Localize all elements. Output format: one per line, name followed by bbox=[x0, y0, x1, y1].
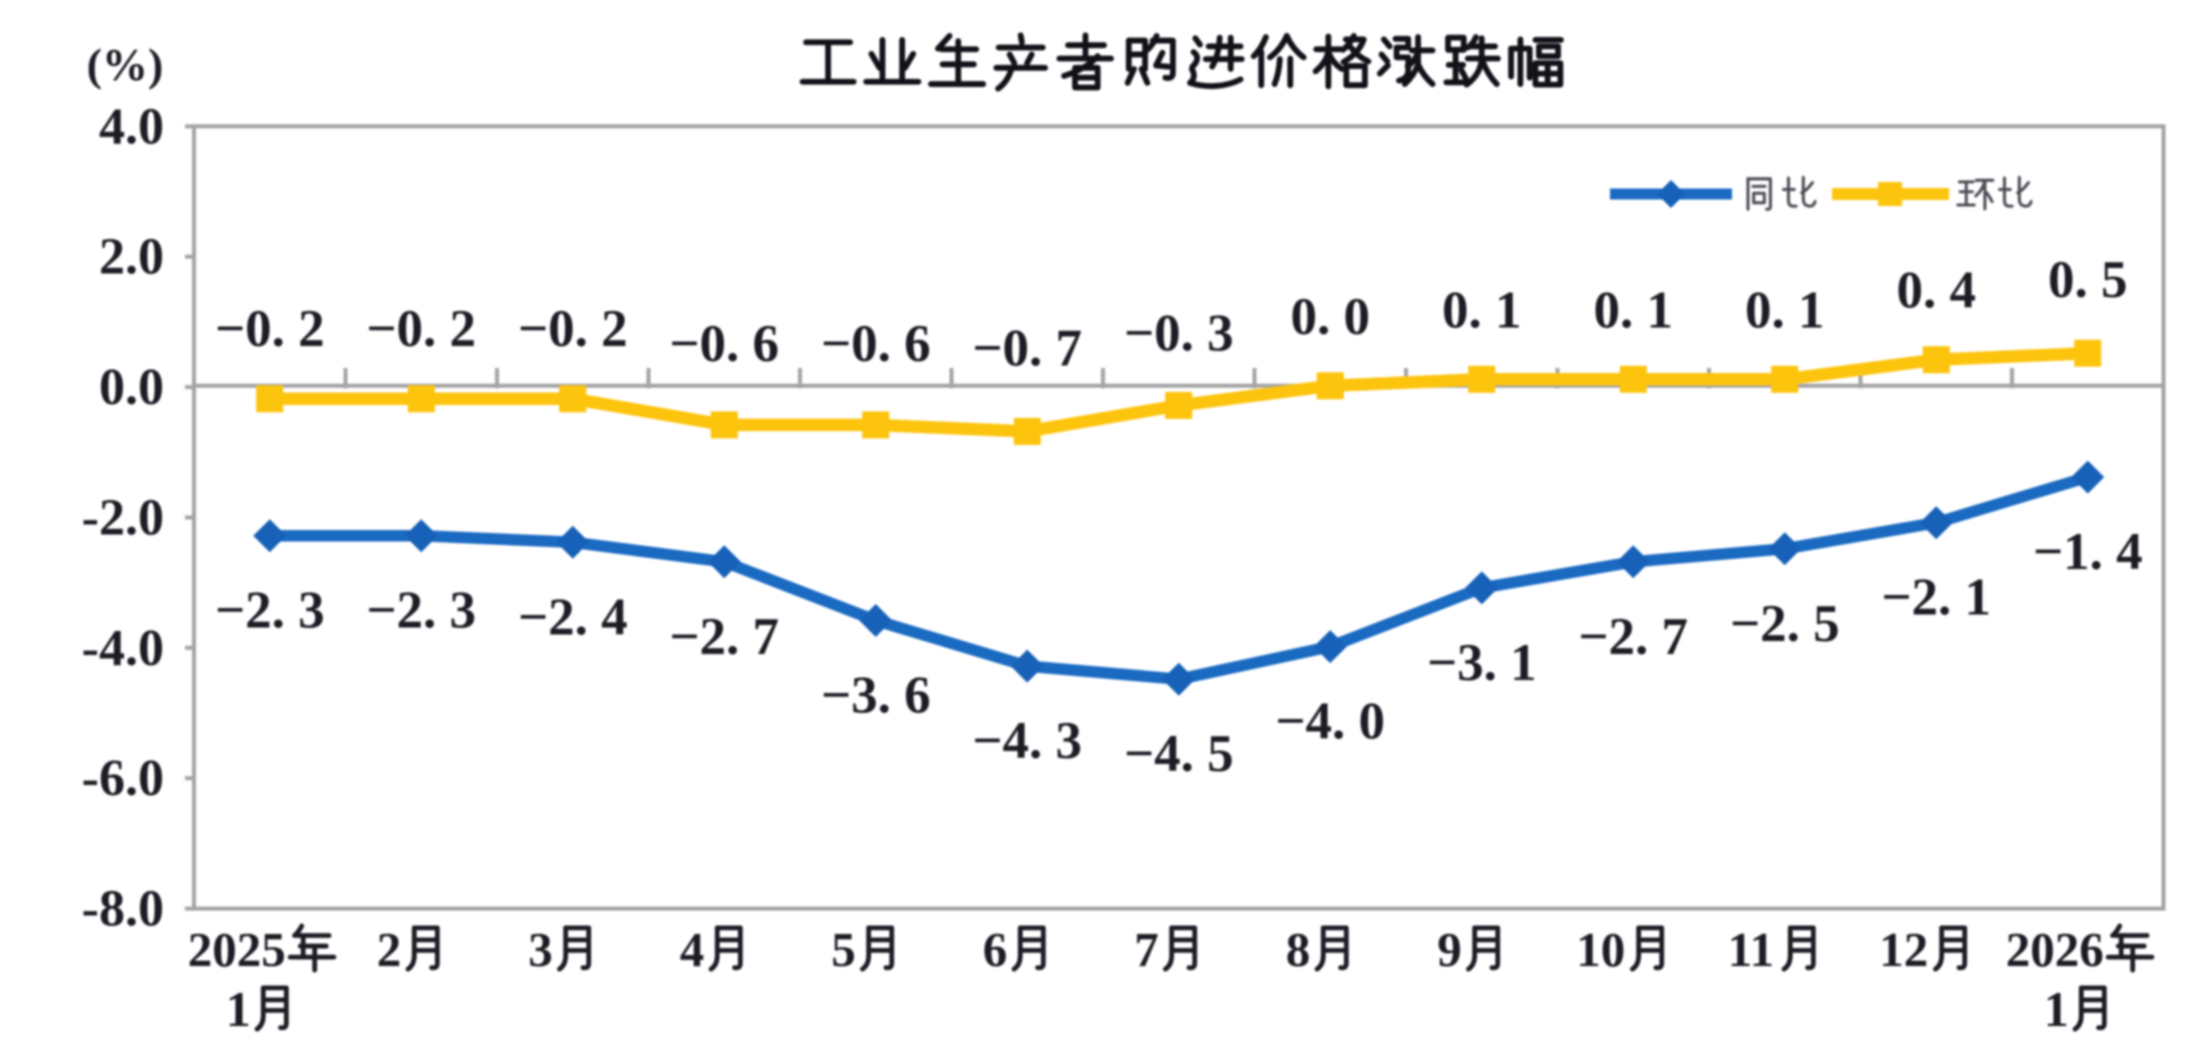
svg-text:0. 1: 0. 1 bbox=[1442, 281, 1522, 339]
svg-text:−4. 5: −4. 5 bbox=[1124, 725, 1234, 783]
svg-text:1: 1 bbox=[226, 981, 251, 1037]
svg-text:-8.0: -8.0 bbox=[82, 881, 164, 938]
svg-text:−2. 3: −2. 3 bbox=[366, 582, 476, 640]
svg-text:−0. 2: −0. 2 bbox=[366, 300, 476, 358]
svg-text:−0. 2: −0. 2 bbox=[518, 300, 628, 358]
svg-text:−2. 7: −2. 7 bbox=[1578, 608, 1688, 666]
svg-text:10: 10 bbox=[1576, 922, 1625, 977]
svg-text:−2. 7: −2. 7 bbox=[669, 608, 779, 666]
svg-text:2026: 2026 bbox=[2006, 922, 2104, 977]
svg-text:0.0: 0.0 bbox=[99, 359, 164, 416]
svg-text:0. 4: 0. 4 bbox=[1896, 262, 1976, 320]
svg-text:6: 6 bbox=[983, 922, 1008, 977]
svg-text:9: 9 bbox=[1437, 922, 1462, 977]
svg-text:0. 0: 0. 0 bbox=[1290, 288, 1370, 346]
svg-text:4: 4 bbox=[680, 922, 705, 977]
svg-text:0. 1: 0. 1 bbox=[1593, 281, 1673, 339]
svg-text:3: 3 bbox=[528, 922, 553, 977]
svg-text:−2. 5: −2. 5 bbox=[1730, 595, 1840, 653]
svg-text:−4. 3: −4. 3 bbox=[972, 712, 1082, 770]
svg-text:5: 5 bbox=[831, 922, 856, 977]
svg-text:−0. 3: −0. 3 bbox=[1124, 304, 1234, 362]
svg-text:12: 12 bbox=[1879, 922, 1928, 977]
svg-text:-2.0: -2.0 bbox=[82, 490, 164, 547]
svg-text:1: 1 bbox=[2044, 981, 2069, 1037]
svg-text:11: 11 bbox=[1728, 922, 1774, 977]
svg-text:−3. 6: −3. 6 bbox=[821, 667, 931, 725]
svg-text:4.0: 4.0 bbox=[99, 98, 164, 155]
svg-text:2: 2 bbox=[377, 922, 402, 977]
svg-text:−0. 6: −0. 6 bbox=[669, 315, 779, 373]
svg-text:−3. 1: −3. 1 bbox=[1427, 634, 1537, 692]
svg-text:-4.0: -4.0 bbox=[82, 620, 164, 677]
svg-text:−2. 3: −2. 3 bbox=[215, 582, 325, 640]
svg-text:-6.0: -6.0 bbox=[82, 750, 164, 807]
svg-text:−1. 4: −1. 4 bbox=[2033, 523, 2143, 581]
svg-text:−2. 4: −2. 4 bbox=[518, 588, 628, 646]
svg-text:−0. 6: −0. 6 bbox=[821, 315, 931, 373]
svg-text:2.0: 2.0 bbox=[99, 229, 164, 286]
svg-text:−0. 2: −0. 2 bbox=[215, 300, 325, 358]
svg-text:0. 5: 0. 5 bbox=[2048, 251, 2128, 309]
svg-text:2025: 2025 bbox=[188, 922, 286, 977]
svg-text:(%): (%) bbox=[87, 39, 164, 90]
svg-text:−4. 0: −4. 0 bbox=[1275, 693, 1385, 751]
svg-text:8: 8 bbox=[1286, 922, 1311, 977]
svg-text:−0. 7: −0. 7 bbox=[972, 319, 1082, 377]
svg-text:7: 7 bbox=[1134, 922, 1159, 977]
svg-text:0. 1: 0. 1 bbox=[1745, 281, 1825, 339]
svg-text:−2. 1: −2. 1 bbox=[1881, 569, 1991, 627]
